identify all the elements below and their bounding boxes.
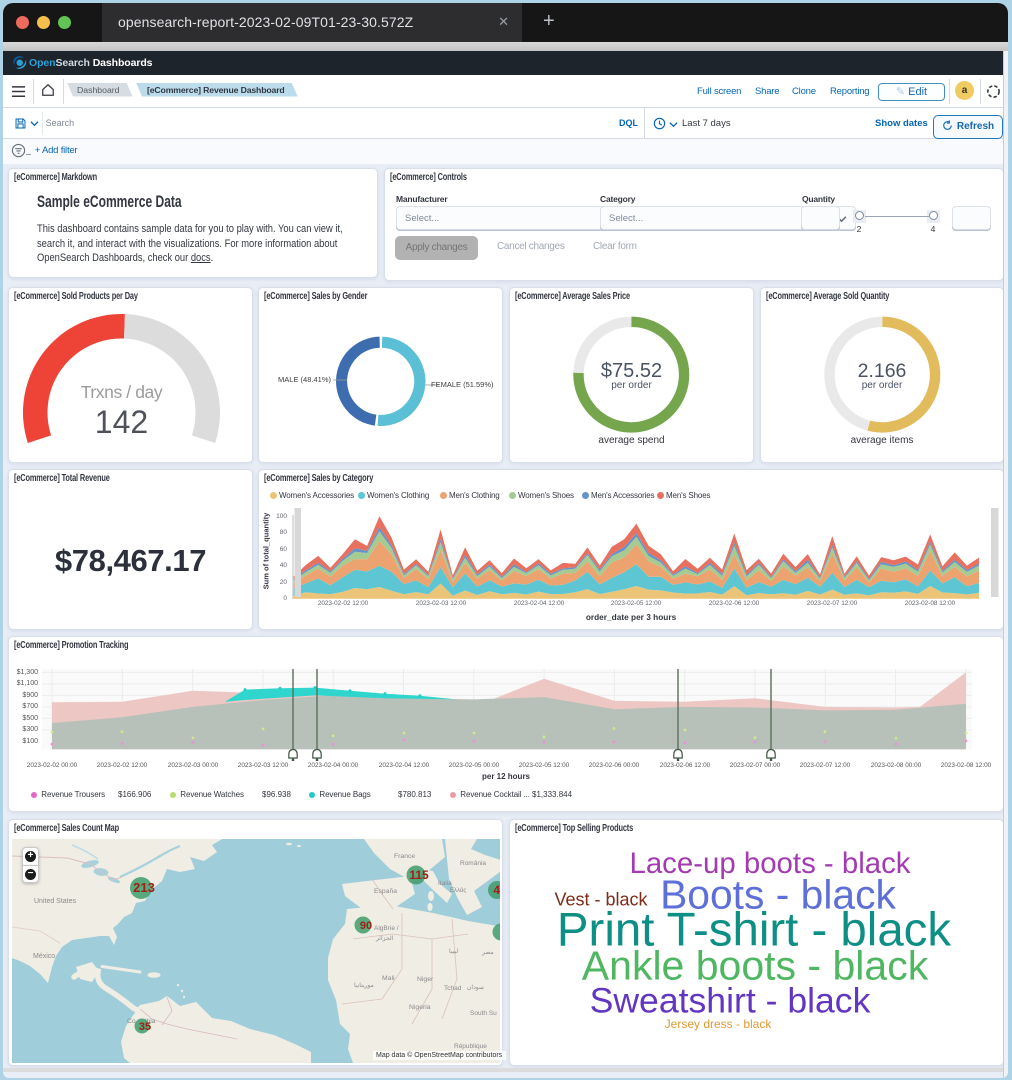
svg-text:سودان: سودان — [467, 984, 484, 991]
svg-text:Nigeria: Nigeria — [409, 1004, 431, 1011]
svg-text:Co: Co — [127, 1018, 136, 1025]
svg-text:49: 49 — [493, 883, 500, 897]
svg-text:Italia: Italia — [438, 880, 452, 887]
svg-text:France: France — [394, 853, 415, 860]
svg-text:South Su: South Su — [470, 1010, 497, 1017]
svg-text:España: España — [374, 888, 397, 895]
svg-text:35: 35 — [139, 1021, 151, 1033]
svg-text:AlgΒrie /: AlgΒrie / — [374, 925, 399, 932]
svg-text:مصر: مصر — [481, 950, 494, 956]
svg-text:Mali: Mali — [382, 975, 395, 982]
svg-text:Tchad: Tchad — [444, 985, 462, 992]
svg-text:Ελλάς: Ελλάς — [450, 887, 466, 894]
svg-text:ليبيا: ليبيا — [449, 948, 458, 955]
svg-text:115: 115 — [409, 868, 429, 882]
svg-text:90: 90 — [360, 920, 372, 932]
svg-text:ibia: ibia — [145, 1018, 156, 1025]
svg-text:موريتانيا: موريتانيا — [354, 982, 374, 989]
svg-text:România: România — [460, 860, 486, 867]
svg-text:République: République — [454, 1043, 487, 1050]
svg-text:México: México — [33, 953, 55, 960]
svg-text:الجزائر: الجزائر — [375, 935, 394, 942]
svg-text:Niger: Niger — [417, 976, 434, 983]
svg-text:213: 213 — [133, 880, 155, 895]
svg-text:United States: United States — [34, 898, 77, 905]
